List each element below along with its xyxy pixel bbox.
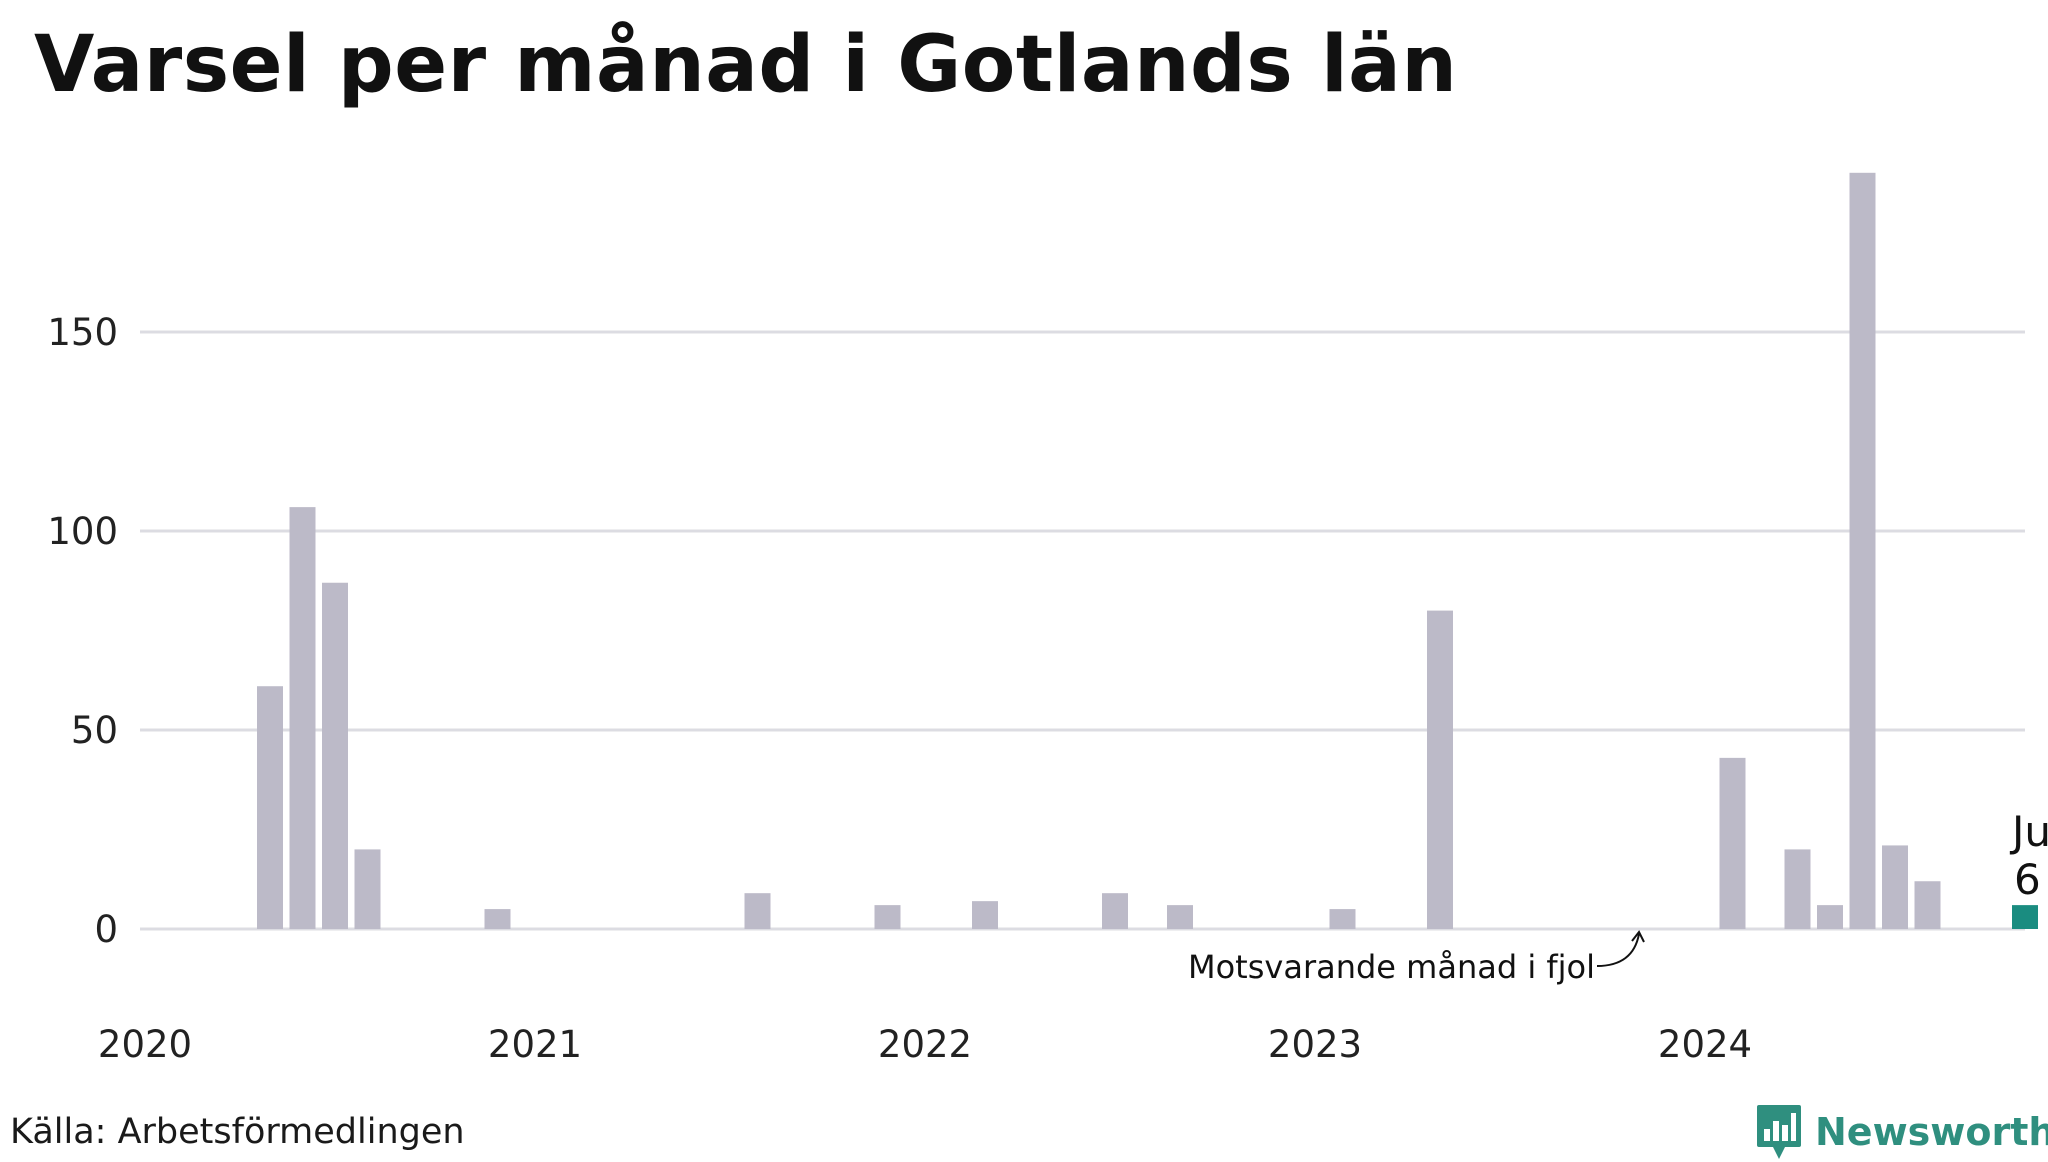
bar — [1849, 172, 1876, 930]
y-tick-label: 100 — [47, 510, 118, 553]
annotation-arrowhead — [1631, 930, 1645, 943]
bar — [1427, 610, 1453, 929]
bar — [322, 582, 348, 929]
bar-chart: 0 50 100 150 2020 2021 2022 2023 2024 Juli6 Mots… — [47, 172, 2048, 1066]
bar — [874, 905, 901, 929]
x-tick-label: 2021 — [488, 1023, 582, 1066]
gridlines — [140, 330, 2025, 931]
brand-name: Newsworthy — [1815, 1110, 2048, 1154]
x-axis-ticks: 2020 2021 2022 2023 2024 — [98, 1023, 1752, 1066]
y-axis-ticks: 0 50 100 150 — [47, 311, 118, 951]
bar — [484, 909, 511, 929]
highlight-month-label: Juli — [2009, 807, 2048, 856]
bar — [972, 901, 998, 929]
source-note: Källa: Arbetsförmedlingen — [10, 1112, 465, 1152]
y-tick-label: 50 — [71, 709, 118, 752]
annotations: Juli6 Motsvarande månad i fjol — [1188, 807, 2048, 986]
x-tick-label: 2023 — [1268, 1023, 1362, 1066]
highlight-value-label: 6 — [2014, 855, 2041, 904]
bar — [1914, 881, 1941, 929]
bars — [257, 172, 2038, 930]
bar — [1817, 905, 1843, 929]
annotation-arrow — [1596, 933, 1640, 967]
x-tick-label: 2024 — [1658, 1023, 1752, 1066]
bar — [1882, 845, 1908, 929]
bar — [289, 507, 316, 929]
bar — [1102, 893, 1128, 929]
brand-logo[interactable]: Newsworthy — [1755, 1102, 2048, 1162]
bar — [1167, 905, 1193, 929]
bar — [354, 849, 381, 929]
bar — [1719, 757, 1746, 929]
chart-title: Varsel per månad i Gotlands län — [34, 20, 1458, 110]
y-tick-label: 150 — [47, 311, 118, 354]
bar — [744, 893, 771, 929]
bar-chart-badge-icon — [1757, 1105, 1801, 1159]
x-tick-label: 2022 — [878, 1023, 972, 1066]
highlight-bar — [2012, 905, 2038, 929]
bar — [1784, 849, 1811, 929]
annotation-text: Motsvarande månad i fjol — [1188, 948, 1595, 986]
y-tick-label: 0 — [94, 908, 118, 951]
bar — [1329, 909, 1356, 929]
x-tick-label: 2020 — [98, 1023, 192, 1066]
bar — [257, 686, 283, 929]
